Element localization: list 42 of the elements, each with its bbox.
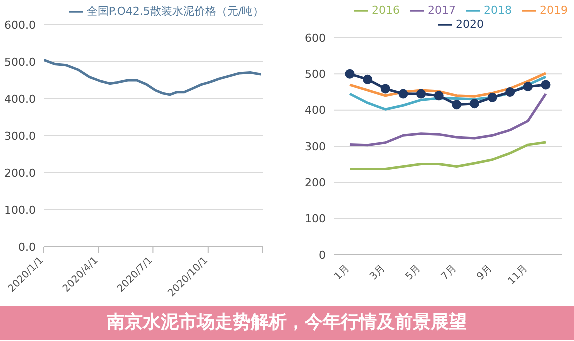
y-tick-label: 500.0 bbox=[4, 56, 36, 69]
legend-label: 2017 bbox=[428, 4, 456, 18]
point bbox=[541, 80, 551, 90]
legend-label: 2016 bbox=[372, 4, 400, 18]
legend-label: 2019 bbox=[540, 4, 568, 18]
y-tick-label: 600 bbox=[305, 32, 326, 45]
y-tick-label: 400.0 bbox=[4, 92, 36, 106]
y-tick-label: 500 bbox=[305, 68, 326, 82]
y-tick-label: 100.0 bbox=[4, 204, 36, 217]
y-tick-label: 400 bbox=[305, 104, 326, 118]
point bbox=[506, 88, 516, 97]
point bbox=[452, 100, 462, 110]
y-tick-label: 300 bbox=[305, 140, 326, 154]
x-tick-label: 5月 bbox=[404, 263, 424, 283]
line-series bbox=[348, 141, 548, 171]
y-tick-label: 300.0 bbox=[4, 130, 36, 143]
text: 南京水泥市场走势解析，今年行情及前景展望 bbox=[0, 306, 574, 340]
y-tick-label: 0.0 bbox=[18, 240, 36, 254]
y-tick-label: 0 bbox=[319, 248, 326, 262]
point bbox=[398, 89, 408, 99]
line-series bbox=[44, 58, 262, 96]
point bbox=[416, 89, 426, 99]
point bbox=[363, 74, 373, 84]
x-tick-label: 11月 bbox=[506, 263, 530, 288]
point bbox=[345, 69, 355, 79]
point bbox=[380, 84, 390, 94]
x-tick-label: 7月 bbox=[440, 263, 460, 283]
y-tick-label: 100 bbox=[305, 212, 326, 226]
y-tick-label: 200 bbox=[305, 176, 326, 190]
x-tick-label: 1月 bbox=[332, 263, 352, 283]
x-tick-label: 9月 bbox=[475, 263, 495, 283]
y-tick-label: 200.0 bbox=[4, 166, 36, 180]
legend-label: 2018 bbox=[484, 4, 512, 18]
x-tick-label: 3月 bbox=[368, 263, 388, 283]
point bbox=[470, 99, 480, 109]
point bbox=[434, 91, 444, 101]
point bbox=[523, 82, 533, 92]
legend-label: 全国P.O42.5散装水泥价格（元/吨） bbox=[86, 5, 264, 18]
point bbox=[488, 92, 498, 102]
line-series bbox=[348, 92, 548, 147]
y-tick-label: 600.0 bbox=[4, 18, 36, 32]
legend-label: 2020 bbox=[456, 18, 484, 32]
